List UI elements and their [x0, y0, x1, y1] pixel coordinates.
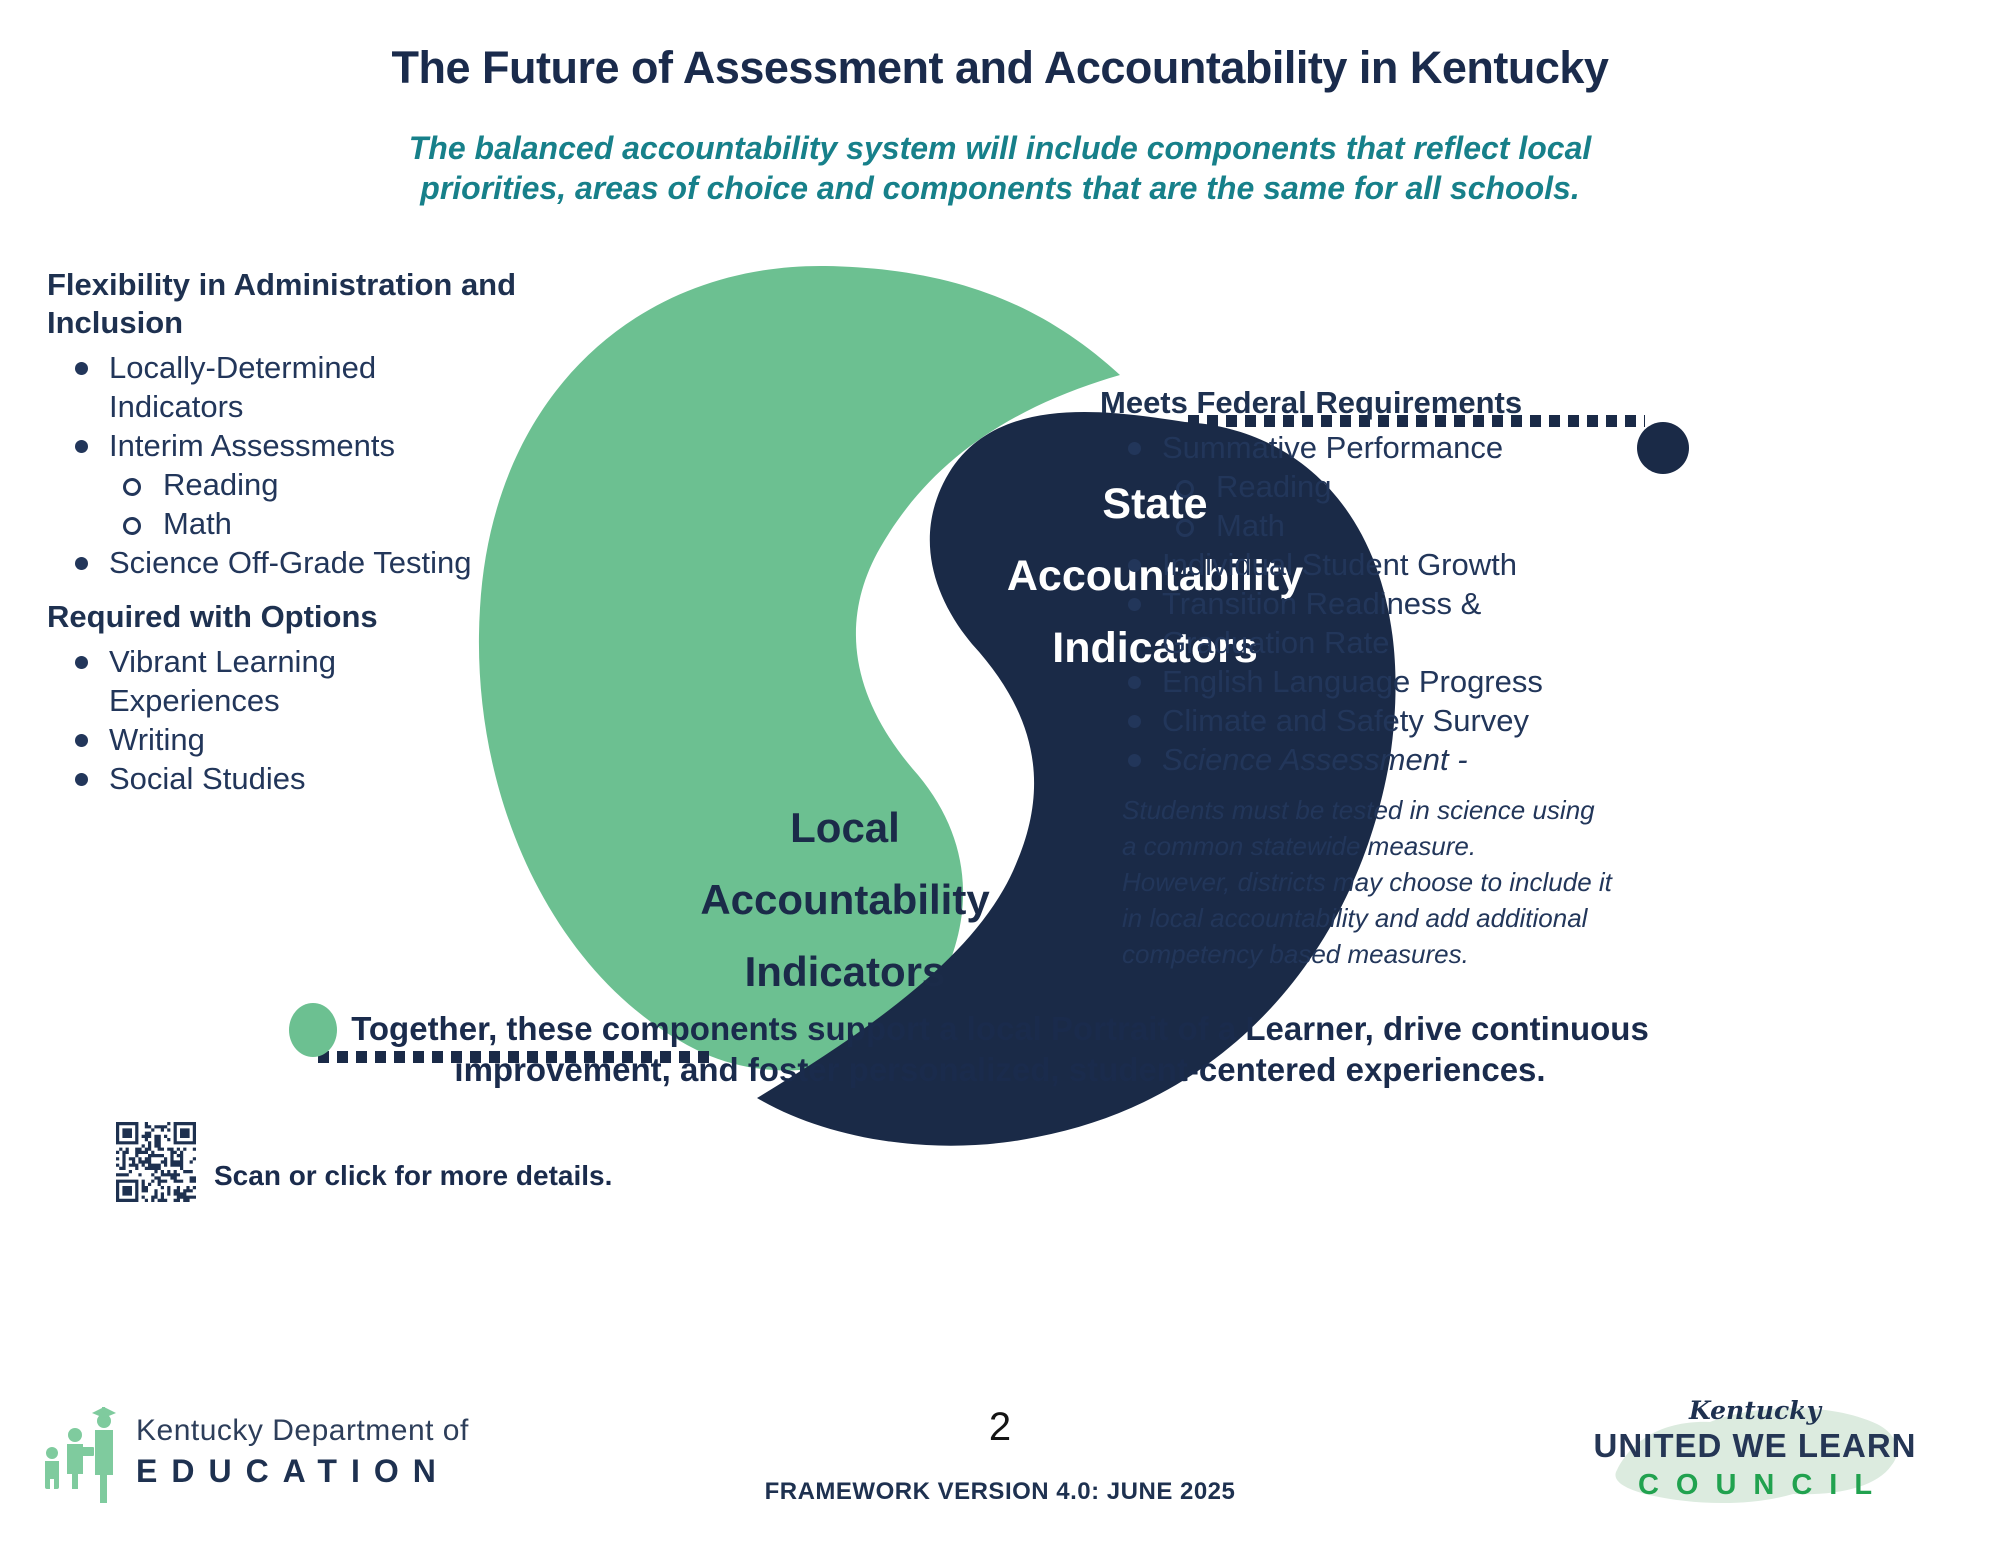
- local-connector-dot: [289, 1003, 337, 1057]
- list-item: Locally-Determined Indicators: [47, 348, 474, 426]
- list-item: Vibrant Learning Experiences: [47, 642, 474, 720]
- state-connector-dot: [1637, 422, 1689, 474]
- page-number: 2: [988, 1405, 1012, 1449]
- qr-caption: Scan or click for more details.: [214, 1160, 613, 1191]
- section-heading-flexibility: Flexibility in Administration and Inclus…: [47, 267, 517, 340]
- list-item: Reading: [1100, 467, 1600, 506]
- state-accountability-label: State Accountability Indicators: [1006, 480, 1304, 672]
- qr-code[interactable]: [116, 1122, 196, 1202]
- list-item: Math: [1100, 506, 1600, 545]
- page-subtitle: The balanced accountability system will …: [408, 130, 1592, 206]
- list-item: English Language Progress: [1100, 662, 1602, 701]
- list-item: Writing: [47, 720, 474, 759]
- list-item: Interim Assessments: [47, 426, 474, 465]
- list-item: Math: [47, 504, 527, 543]
- kentucky-state-outline-icon: [1615, 1408, 1898, 1504]
- kde-logo-figures-icon: [45, 1407, 116, 1503]
- kde-logo-line1: Kentucky Department of: [136, 1414, 469, 1447]
- list-item-science-assessment: Science Assessment -: [1100, 740, 1602, 779]
- list-item: Climate and Safety Survey: [1100, 701, 1602, 740]
- state-accountability-shape: [757, 411, 1396, 1146]
- federal-requirements-panel: Meets Federal Requirements Summative Per…: [1100, 384, 1600, 779]
- closing-statement: Together, these components support a loc…: [351, 1010, 1649, 1088]
- council-logo-line2: COUNCIL: [1637, 1469, 1890, 1501]
- local-flexibility-panel: Flexibility in Administration and Inclus…: [47, 266, 527, 798]
- science-assessment-note: Students must be tested in science using…: [1122, 795, 1612, 969]
- page-title: The Future of Assessment and Accountabil…: [391, 42, 1609, 93]
- council-logo-line1: UNITED WE LEARN: [1593, 1427, 1917, 1464]
- kde-logo-line2: EDUCATION: [136, 1453, 450, 1489]
- local-accountability-label: Local Accountability Indicators: [700, 804, 990, 995]
- council-logo: Kentucky UNITED WE LEARN COUNCIL: [1580, 1390, 1930, 1520]
- qr-code-image[interactable]: [116, 1122, 196, 1202]
- list-item: Summative Performance: [1100, 428, 1602, 467]
- kde-logo-text: Kentucky Department of EDUCATION: [136, 1414, 469, 1490]
- list-item: Social Studies: [47, 759, 474, 798]
- council-logo-script: Kentucky: [1688, 1396, 1822, 1425]
- framework-version: FRAMEWORK VERSION 4.0: JUNE 2025: [764, 1478, 1236, 1505]
- list-item: Science Off-Grade Testing: [47, 543, 474, 582]
- list-item: Reading: [47, 465, 527, 504]
- list-item: Individual Student Growth: [1100, 545, 1602, 584]
- local-accountability-shape: [478, 265, 1120, 1071]
- section-heading-required-options: Required with Options: [47, 599, 378, 634]
- list-item: Transition Readiness & Graduation Rate: [1100, 584, 1602, 662]
- section-heading-federal: Meets Federal Requirements: [1100, 385, 1523, 420]
